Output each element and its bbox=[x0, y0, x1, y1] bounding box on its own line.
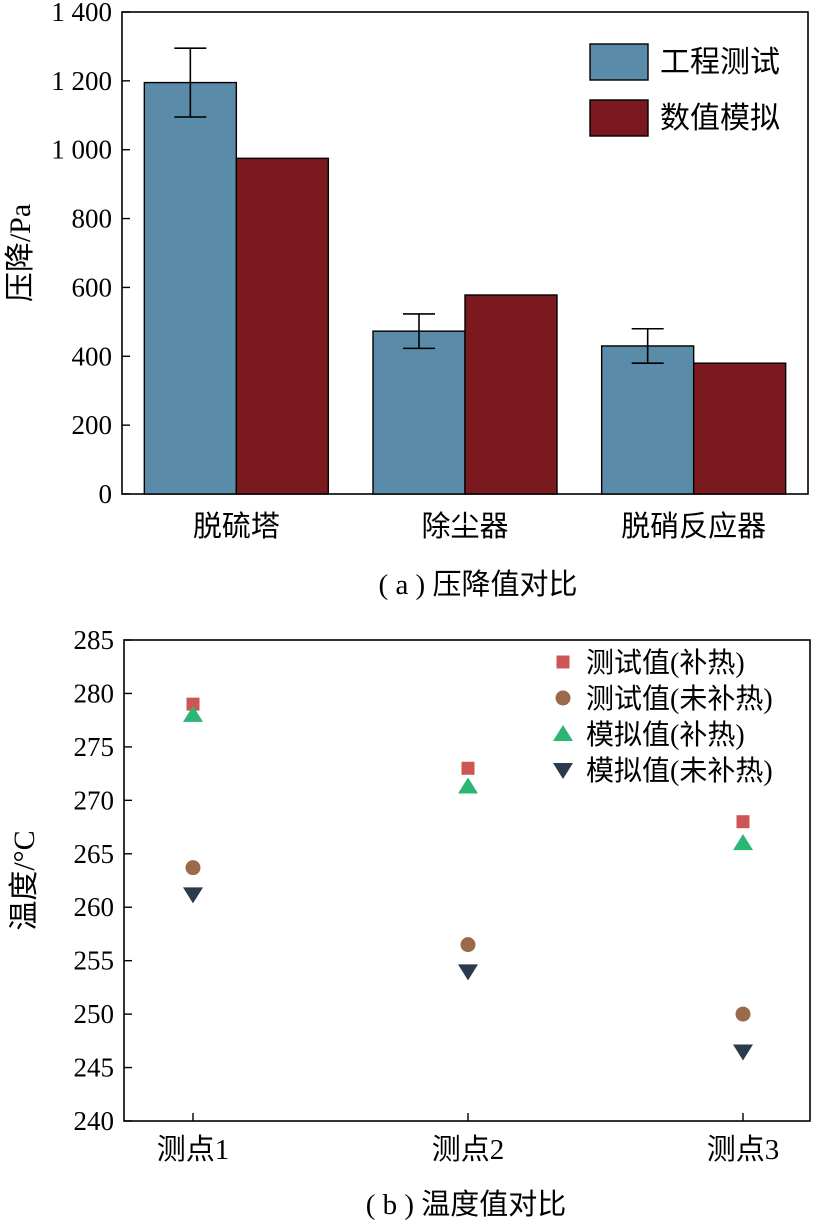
plot-frame bbox=[123, 639, 811, 1122]
legend-label: 数值模拟 bbox=[660, 102, 780, 135]
y-tick-label: 260 bbox=[74, 892, 115, 922]
test-unheated-point bbox=[735, 1006, 751, 1022]
test-heated-point bbox=[186, 697, 200, 711]
test-unheated-point bbox=[460, 937, 476, 953]
sim-unheated-point bbox=[458, 964, 478, 981]
y-tick-label: 275 bbox=[74, 732, 115, 762]
sim-heated-point bbox=[733, 834, 753, 851]
y-tick-label: 600 bbox=[72, 272, 113, 302]
x-category-label: 测点3 bbox=[707, 1133, 780, 1166]
legend-marker bbox=[555, 690, 571, 706]
test-heated-point bbox=[461, 761, 475, 775]
y-tick-label: 400 bbox=[72, 341, 113, 371]
y-tick-label: 1 200 bbox=[51, 66, 112, 96]
y-tick-label: 270 bbox=[74, 785, 115, 815]
legend-marker bbox=[553, 763, 573, 779]
legend-swatch bbox=[589, 43, 649, 81]
y-tick-label: 245 bbox=[74, 1053, 115, 1083]
test-heated-point bbox=[736, 815, 750, 829]
legend-marker bbox=[553, 725, 573, 741]
x-category-label: 脱硝反应器 bbox=[621, 510, 766, 543]
y-tick-label: 285 bbox=[74, 625, 115, 655]
bar-numerical-simulation bbox=[235, 157, 330, 495]
sim-heated-point bbox=[183, 705, 203, 722]
legend-label: 测试值(未补热) bbox=[586, 683, 773, 715]
sim-unheated-point bbox=[733, 1044, 753, 1061]
y-tick-label: 1 000 bbox=[51, 135, 112, 165]
y-tick-label: 800 bbox=[72, 204, 113, 234]
legend-label: 模拟值(未补热) bbox=[586, 755, 773, 787]
bar-numerical-simulation bbox=[464, 294, 558, 495]
x-category-label: 测点2 bbox=[432, 1133, 505, 1166]
y-tick-label: 240 bbox=[74, 1106, 115, 1136]
y-tick-label: 265 bbox=[74, 839, 115, 869]
test-unheated-point bbox=[185, 860, 201, 876]
temperature-scatter-chart: 240 245 250 255 260 265 270 275 280 285 测点1 测点2 测点3 测… bbox=[8, 625, 811, 1221]
legend-swatch bbox=[589, 99, 649, 137]
legend-label: 测试值(补热) bbox=[586, 647, 745, 679]
bar-engineering-test bbox=[372, 330, 466, 495]
y-tick-label: 1 400 bbox=[51, 0, 112, 27]
bar-engineering-test bbox=[143, 81, 238, 495]
y-tick-label: 200 bbox=[72, 410, 113, 440]
y-tick-label: 280 bbox=[74, 678, 115, 708]
y-axis-label: 温度/°C bbox=[8, 830, 41, 930]
bar-engineering-test bbox=[600, 345, 695, 495]
chart-caption: ( a ) 压降值对比 bbox=[379, 568, 578, 601]
y-axis-label: 压降/Pa bbox=[4, 204, 37, 302]
sim-unheated-point bbox=[183, 887, 203, 904]
x-category-label: 测点1 bbox=[157, 1133, 230, 1166]
y-tick-label: 0 bbox=[99, 479, 113, 509]
y-tick-label: 250 bbox=[74, 999, 115, 1029]
legend-marker bbox=[556, 655, 570, 669]
legend-label: 工程测试 bbox=[660, 46, 780, 79]
legend-label: 模拟值(补热) bbox=[586, 719, 745, 751]
pressure-drop-bar-chart: 0 200 400 600 800 1 000 1 200 1 400 脱硫塔 除尘器 脱硝反应器 工… bbox=[4, 0, 809, 601]
bar-numerical-simulation bbox=[692, 362, 787, 495]
y-tick-label: 255 bbox=[74, 946, 115, 976]
sim-heated-point bbox=[458, 777, 478, 794]
chart-caption: ( b ) 温度值对比 bbox=[366, 1188, 567, 1221]
x-category-label: 脱硫塔 bbox=[193, 510, 280, 543]
x-category-label: 除尘器 bbox=[421, 510, 508, 543]
